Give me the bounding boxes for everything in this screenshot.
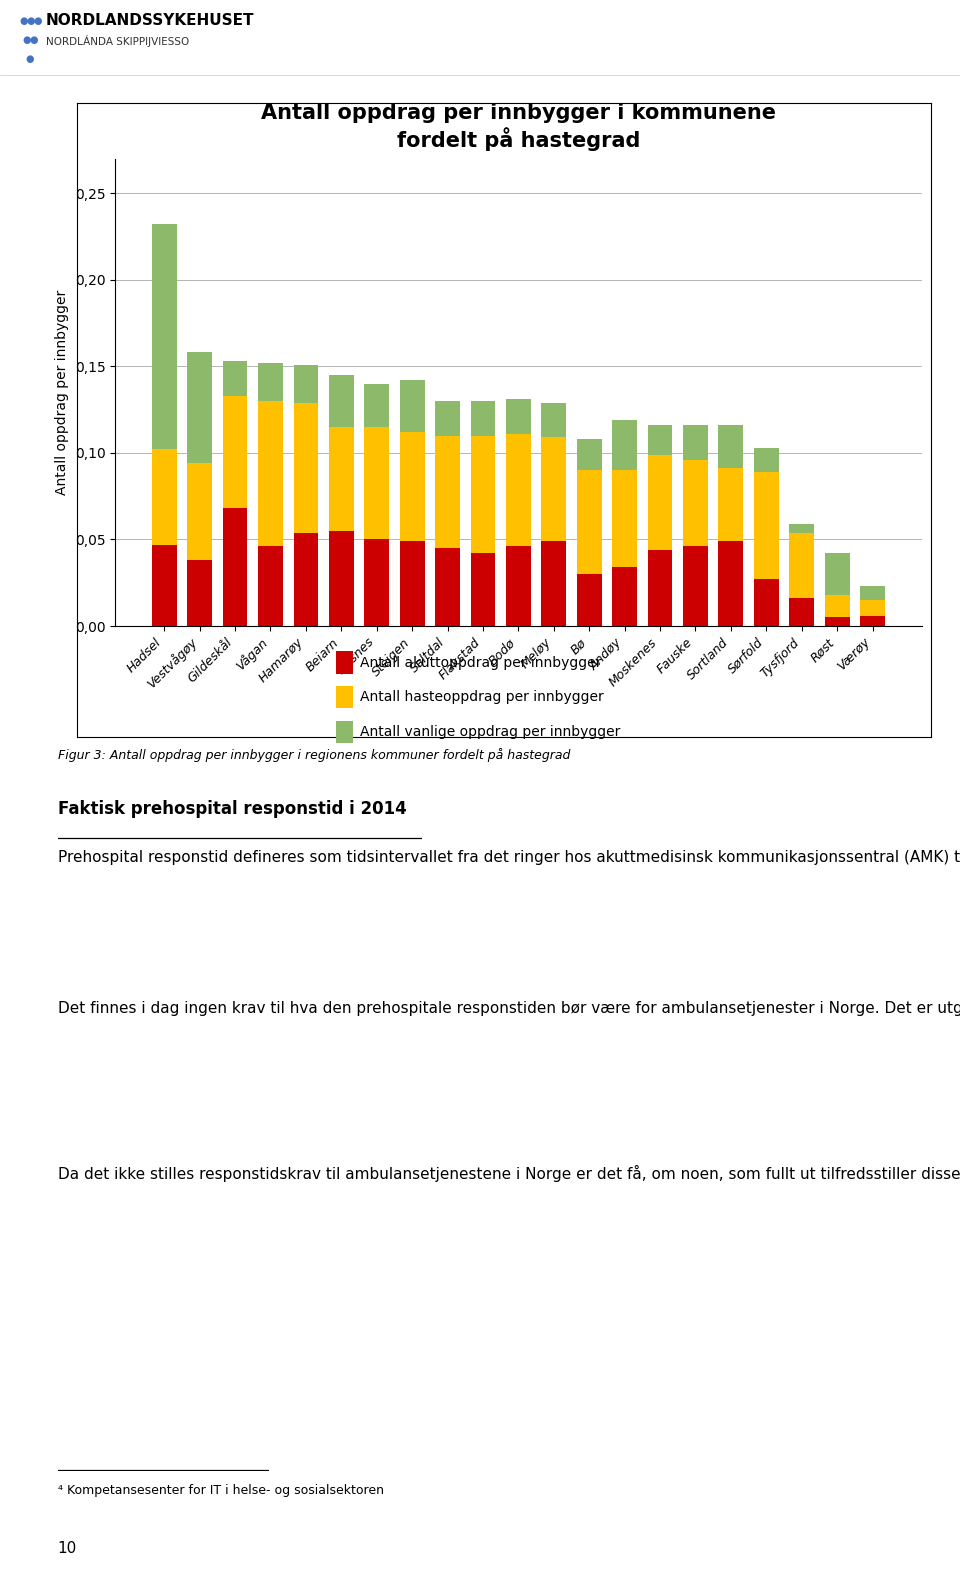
Bar [399, 540, 424, 626]
Bar [648, 455, 672, 550]
Bar [223, 509, 248, 626]
Bar [684, 547, 708, 626]
Bar [718, 425, 743, 469]
Bar [577, 439, 602, 471]
Bar [365, 384, 389, 426]
Y-axis label: Antall oppdrag per innbygger: Antall oppdrag per innbygger [55, 290, 69, 495]
Bar [541, 403, 566, 437]
Bar [329, 531, 353, 626]
Text: ●: ● [27, 16, 35, 25]
Bar [577, 574, 602, 626]
Text: NORDLÁNDA SKIPPIJVIESSO: NORDLÁNDA SKIPPIJVIESSO [46, 35, 189, 48]
Text: 10: 10 [58, 1541, 77, 1555]
Bar [789, 599, 814, 626]
Text: Da det ikke stilles responstidskrav til ambulansetjenestene i Norge er det få, o: Da det ikke stilles responstidskrav til … [58, 1165, 960, 1182]
Text: ●: ● [34, 16, 41, 25]
Bar [470, 401, 495, 436]
Bar [506, 399, 531, 434]
Bar [470, 553, 495, 626]
Bar [825, 594, 850, 618]
Bar [718, 540, 743, 626]
Bar [612, 420, 637, 471]
Bar [789, 525, 814, 533]
Bar [294, 403, 319, 533]
Bar [152, 545, 177, 626]
Bar [187, 352, 212, 463]
Bar [754, 447, 779, 472]
Bar [825, 618, 850, 626]
Text: ⁴ Kompetansesenter for IT i helse- og sosialsektoren: ⁴ Kompetansesenter for IT i helse- og so… [58, 1484, 384, 1496]
Text: NORDLANDSSYKEHUSET: NORDLANDSSYKEHUSET [46, 13, 254, 27]
Text: Figur 3: Antall oppdrag per innbygger i regionens kommuner fordelt på hastegrad: Figur 3: Antall oppdrag per innbygger i … [58, 748, 570, 762]
Bar [541, 540, 566, 626]
Bar [294, 365, 319, 403]
Bar [258, 401, 283, 547]
Bar [365, 426, 389, 539]
Bar [187, 463, 212, 560]
Bar [399, 380, 424, 433]
Bar [541, 437, 566, 540]
Bar [258, 547, 283, 626]
Bar [152, 450, 177, 545]
Bar [612, 471, 637, 567]
Bar [718, 469, 743, 540]
Text: Prehospital responstid defineres som tidsintervallet fra det ringer hos akuttmed: Prehospital responstid defineres som tid… [58, 848, 960, 865]
Bar [754, 472, 779, 580]
Bar [435, 548, 460, 626]
Text: Antall hasteoppdrag per innbygger: Antall hasteoppdrag per innbygger [360, 691, 604, 704]
Text: Antall akuttoppdrag per innbygger: Antall akuttoppdrag per innbygger [360, 656, 601, 669]
Text: ●: ● [20, 16, 28, 25]
Bar [860, 615, 885, 626]
Bar [506, 434, 531, 547]
Bar [223, 396, 248, 509]
Bar [470, 436, 495, 553]
Bar [435, 436, 460, 548]
Bar [152, 225, 177, 450]
Text: ●: ● [30, 35, 37, 44]
Bar [187, 560, 212, 626]
Text: Antall oppdrag per innbygger i kommunene
fordelt på hastegrad: Antall oppdrag per innbygger i kommunene… [261, 103, 776, 151]
Bar [612, 567, 637, 626]
Text: Antall vanlige oppdrag per innbygger: Antall vanlige oppdrag per innbygger [360, 726, 620, 739]
Bar [577, 471, 602, 574]
Text: Det finnes i dag ingen krav til hva den prehospitale responstiden bør være for a: Det finnes i dag ingen krav til hva den … [58, 999, 960, 1016]
Text: Faktisk prehospital responstid i 2014: Faktisk prehospital responstid i 2014 [58, 800, 406, 818]
Bar [506, 547, 531, 626]
Bar [754, 580, 779, 626]
Bar [329, 426, 353, 531]
Bar [860, 586, 885, 601]
Bar [648, 425, 672, 455]
Bar [223, 361, 248, 396]
Bar [860, 601, 885, 615]
Bar [399, 433, 424, 540]
Bar [789, 533, 814, 599]
Bar [648, 550, 672, 626]
Bar [329, 376, 353, 426]
Text: ●: ● [23, 35, 31, 44]
Bar [684, 460, 708, 547]
Bar [435, 401, 460, 436]
Bar [825, 553, 850, 594]
Bar [258, 363, 283, 401]
Bar [684, 425, 708, 460]
Text: ●: ● [26, 54, 34, 63]
Bar [294, 533, 319, 626]
Bar [365, 539, 389, 626]
